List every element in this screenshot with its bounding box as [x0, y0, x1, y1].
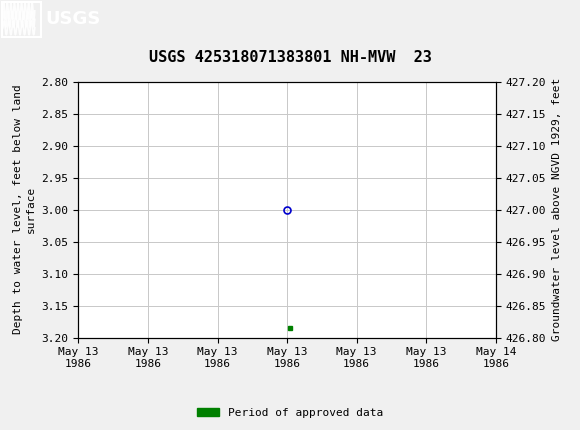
Text: USGS 425318071383801 NH-MVW  23: USGS 425318071383801 NH-MVW 23 — [148, 49, 432, 64]
Text: USGS: USGS — [45, 10, 100, 28]
Y-axis label: Depth to water level, feet below land
surface: Depth to water level, feet below land su… — [13, 85, 36, 335]
Y-axis label: Groundwater level above NGVD 1929, feet: Groundwater level above NGVD 1929, feet — [552, 78, 561, 341]
Bar — [2, 2, 41, 37]
Legend: Period of approved data: Period of approved data — [193, 403, 387, 422]
